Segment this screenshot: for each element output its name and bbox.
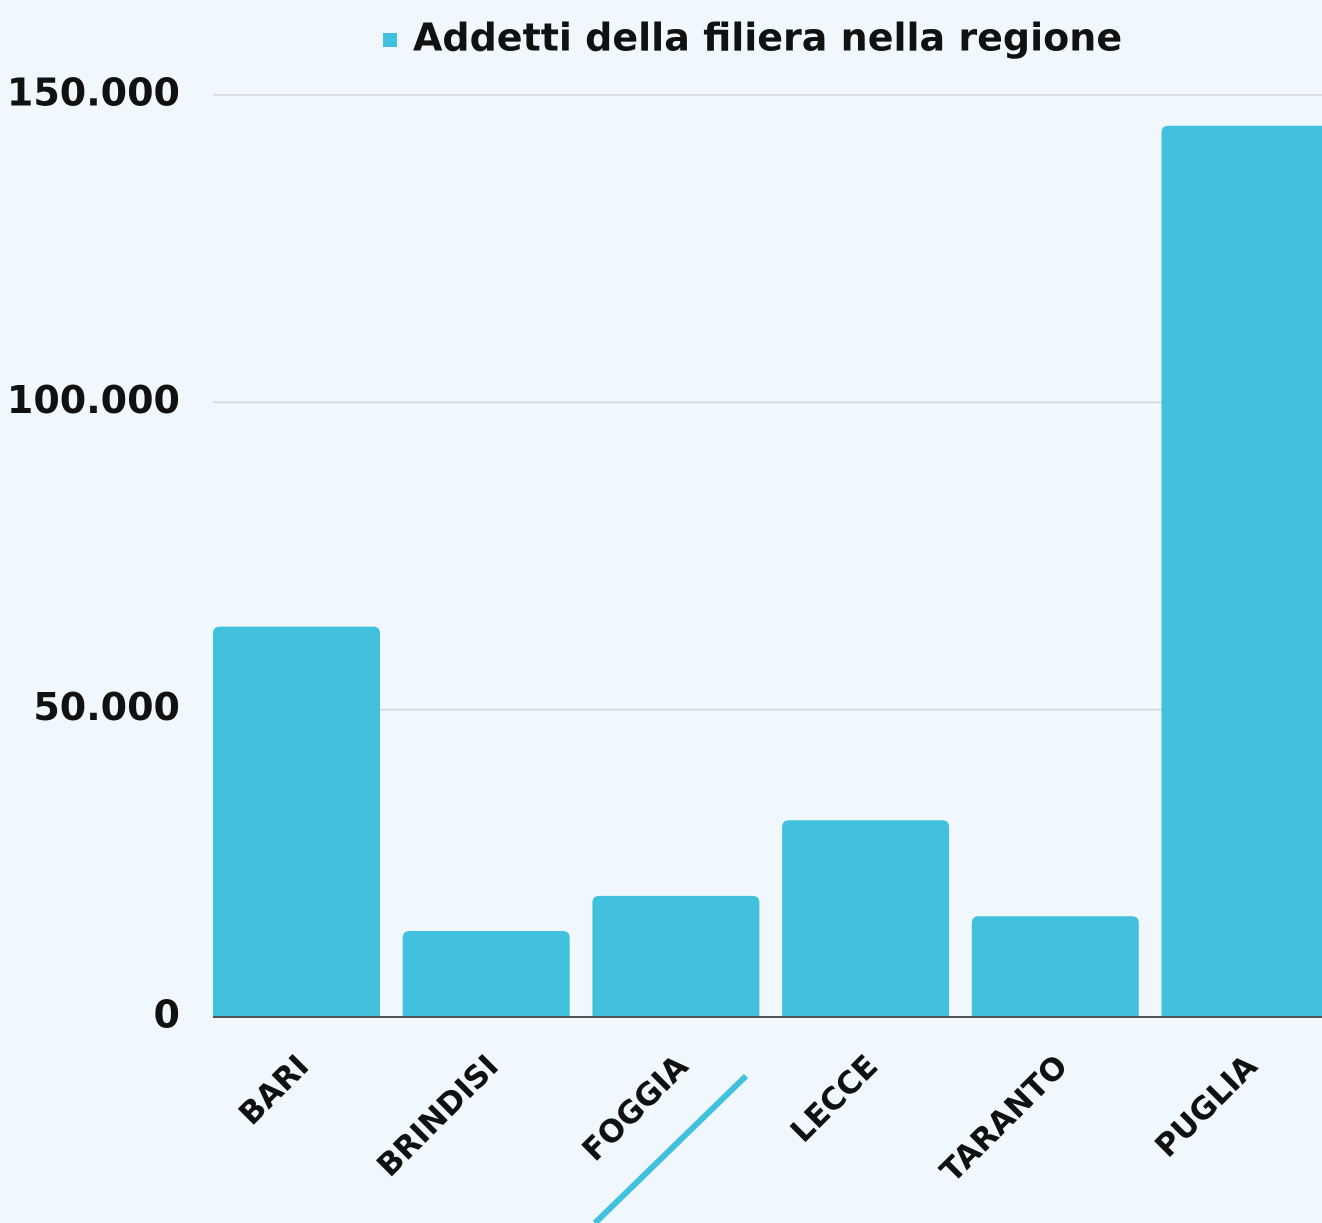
legend-label: Addetti della filiera nella regione [413, 16, 1122, 60]
y-tick-label: 50.000 [33, 685, 180, 729]
bar [971, 916, 1139, 1017]
y-tick-label: 100.000 [7, 378, 180, 422]
y-tick-label: 0 [154, 993, 180, 1037]
bar [402, 930, 570, 1017]
decoration-line [592, 1073, 749, 1223]
bar [592, 895, 760, 1017]
bar [782, 820, 950, 1017]
bar [1161, 125, 1322, 1017]
y-tick-label: 150.000 [7, 71, 180, 115]
bar [213, 626, 380, 1017]
legend-swatch [383, 33, 397, 47]
